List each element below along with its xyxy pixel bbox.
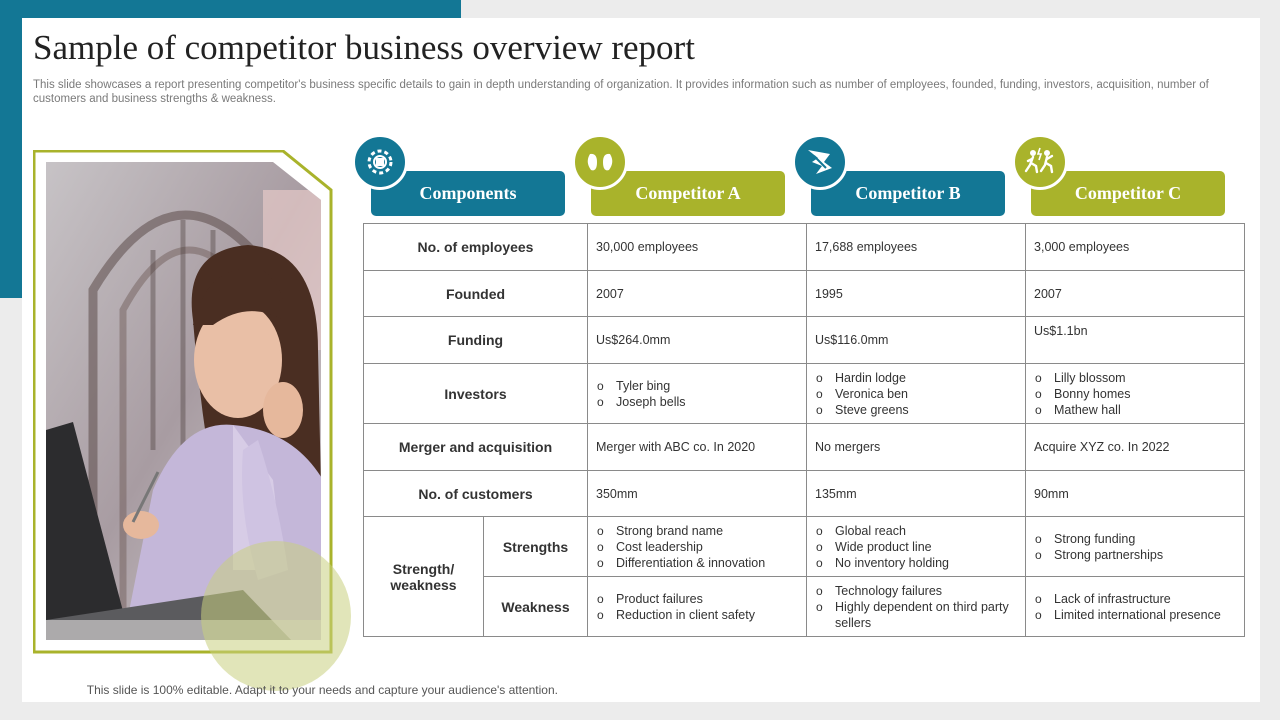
row-label-founded: Founded — [362, 270, 589, 317]
cell-a-weakness: Product failures Reduction in client saf… — [587, 576, 808, 637]
list-item: Lack of infrastructure — [1035, 591, 1236, 607]
list-item: Differentiation & innovation — [597, 555, 798, 571]
header-components: Components — [371, 171, 565, 216]
list-item: Cost leadership — [597, 539, 798, 555]
cell-b-funding: Us$116.0mm — [806, 316, 1027, 364]
list-item: Hardin lodge — [816, 370, 1017, 386]
table-row: Funding Us$264.0mm Us$116.0mm Us$1.1bn — [362, 316, 1246, 364]
competitor-table: No. of employees 30,000 employees 17,688… — [362, 223, 1246, 637]
table-row: Merger and acquisition Merger with ABC c… — [362, 423, 1246, 471]
list-item: No inventory holding — [816, 555, 1017, 571]
page-subtitle: This slide showcases a report presenting… — [33, 79, 1209, 105]
list-item: Joseph bells — [597, 394, 798, 410]
cell-a-funding: Us$264.0mm — [587, 316, 808, 364]
list-item: Limited international presence — [1035, 607, 1236, 623]
cell-c-customers: 90mm — [1025, 470, 1246, 517]
cell-b-weakness: Technology failures Highly dependent on … — [806, 576, 1027, 637]
list-item: Veronica ben — [816, 386, 1017, 402]
row-label-strengths: Strengths — [482, 516, 589, 577]
cell-b-merger: No mergers — [806, 423, 1027, 471]
list-item: Technology failures — [816, 583, 1017, 599]
list-item: Highly dependent on third party sellers — [816, 599, 1017, 631]
breaking-glass-icon — [792, 134, 848, 190]
list-item: Product failures — [597, 591, 798, 607]
kidneys-icon — [572, 134, 628, 190]
list-item: Lilly blossom — [1035, 370, 1236, 386]
cell-b-investors: Hardin lodge Veronica ben Steve greens — [806, 363, 1027, 424]
footer-note: This slide is 100% editable. Adapt it to… — [86, 683, 558, 697]
cell-c-strengths: Strong funding Strong partnerships — [1025, 516, 1246, 577]
header-competitor-b: Competitor B — [811, 171, 1005, 216]
cell-c-founded: 2007 — [1025, 270, 1246, 317]
cell-a-employees: 30,000 employees — [587, 223, 808, 271]
list-item: Strong partnerships — [1035, 547, 1236, 563]
row-label-funding: Funding — [362, 316, 589, 364]
cell-a-customers: 350mm — [587, 470, 808, 517]
cell-c-investors: Lilly blossom Bonny homes Mathew hall — [1025, 363, 1246, 424]
cell-c-merger: Acquire XYZ co. In 2022 — [1025, 423, 1246, 471]
table-row: Investors Tyler bing Joseph bells Hardin… — [362, 363, 1246, 424]
list-item: Reduction in client safety — [597, 607, 798, 623]
list-item: Global reach — [816, 523, 1017, 539]
cell-a-founded: 2007 — [587, 270, 808, 317]
cell-a-strengths: Strong brand name Cost leadership Differ… — [587, 516, 808, 577]
table-row: Founded 2007 1995 2007 — [362, 270, 1246, 317]
gears-icon — [352, 134, 408, 190]
woman-laptop-photo — [32, 149, 363, 705]
list-item: Mathew hall — [1035, 402, 1236, 418]
row-label-merger: Merger and acquisition — [362, 423, 589, 471]
cell-c-funding: Us$1.1bn — [1025, 316, 1246, 364]
table-row: Weakness Product failures Reduction in c… — [364, 576, 1246, 637]
cell-a-merger: Merger with ABC co. In 2020 — [587, 423, 808, 471]
header-competitor-a: Competitor A — [591, 171, 785, 216]
list-item: Strong funding — [1035, 531, 1236, 547]
row-label-weakness: Weakness — [482, 576, 589, 637]
table-row: No. of employees 30,000 employees 17,688… — [362, 223, 1246, 271]
cell-b-founded: 1995 — [806, 270, 1027, 317]
list-item: Steve greens — [816, 402, 1017, 418]
cell-a-investors: Tyler bing Joseph bells — [587, 363, 808, 424]
row-label-investors: Investors — [362, 363, 589, 424]
table-row: Strength/ weakness Strengths Strong bran… — [363, 516, 1246, 637]
list-item: Wide product line — [816, 539, 1017, 555]
header-competitor-c: Competitor C — [1031, 171, 1225, 216]
cell-b-employees: 17,688 employees — [806, 223, 1027, 271]
cell-b-customers: 135mm — [806, 470, 1027, 517]
column-headers: Components Competitor A Competitor B Com… — [352, 134, 1252, 218]
cell-c-weakness: Lack of infrastructure Limited internati… — [1025, 576, 1246, 637]
page-title: Sample of competitor business overview r… — [33, 28, 695, 67]
list-item: Tyler bing — [597, 378, 798, 394]
cell-b-strengths: Global reach Wide product line No invent… — [806, 516, 1027, 577]
list-item: Bonny homes — [1035, 386, 1236, 402]
list-item: Strong brand name — [597, 523, 798, 539]
cell-c-employees: 3,000 employees — [1025, 223, 1246, 271]
row-label-employees: No. of employees — [362, 223, 589, 271]
running-people-icon — [1012, 134, 1068, 190]
row-label-strength-weakness: Strength/ weakness — [363, 516, 484, 637]
slide: Sample of competitor business overview r… — [22, 18, 1260, 702]
table-row: No. of customers 350mm 135mm 90mm — [362, 470, 1246, 517]
row-label-customers: No. of customers — [362, 470, 589, 517]
